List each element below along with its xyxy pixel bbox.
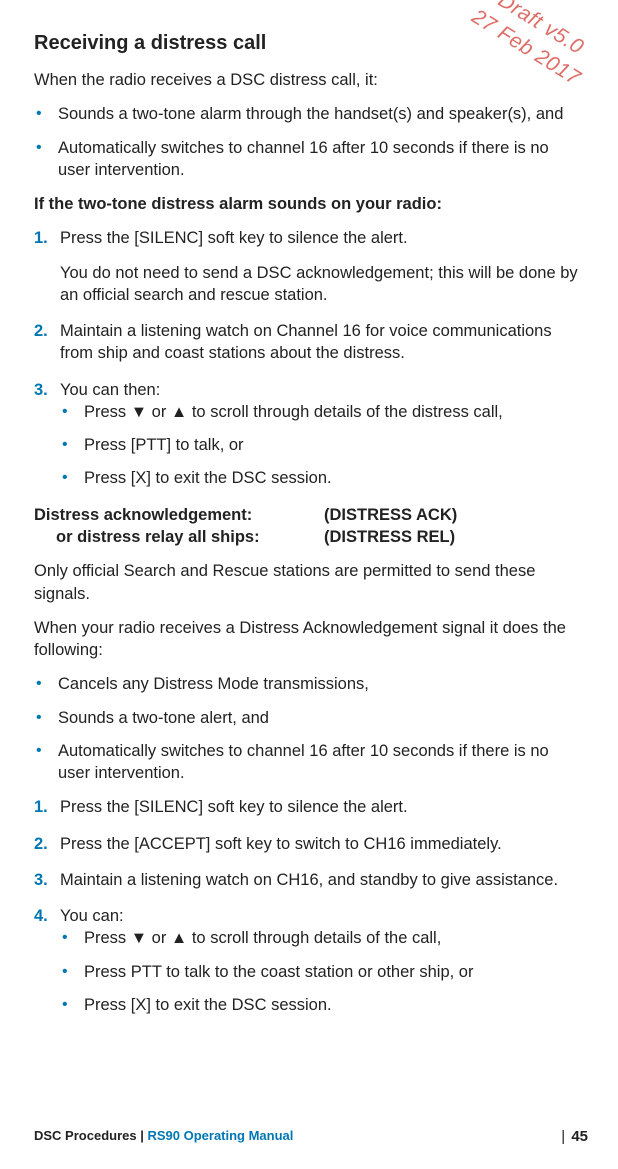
list-item: Press ▼ or ▲ to scroll through details o… [60, 401, 584, 423]
footer-manual: RS90 Operating Manual [147, 1128, 293, 1143]
step-4-options: Press ▼ or ▲ to scroll through details o… [60, 927, 584, 1016]
list-item: Press PTT to talk to the coast station o… [60, 961, 584, 983]
step-text: Maintain a listening watch on Channel 16… [60, 320, 584, 365]
ack-code: (DISTRESS ACK) [324, 504, 457, 526]
receive-actions-list: Sounds a two-tone alarm through the hand… [34, 103, 584, 181]
list-item: Sounds a two-tone alarm through the hand… [34, 103, 584, 125]
ack-text: Only official Search and Rescue stations… [34, 560, 584, 605]
list-item: Automatically switches to channel 16 aft… [34, 740, 584, 785]
step-2: Press the [ACCEPT] soft key to switch to… [56, 833, 584, 855]
step-text: Press the [SILENC] soft key to silence t… [60, 227, 584, 249]
intro-text: When the radio receives a DSC distress c… [34, 69, 584, 91]
footer-left: DSC Procedures | RS90 Operating Manual [34, 1127, 293, 1147]
step-text: You do not need to send a DSC acknowledg… [60, 262, 584, 307]
step-1: Press the [SILENC] soft key to silence t… [56, 796, 584, 818]
step-4: You can: Press ▼ or ▲ to scroll through … [56, 905, 584, 1016]
page-footer: DSC Procedures | RS90 Operating Manual |… [34, 1127, 588, 1147]
procedure-list-2: Press the [SILENC] soft key to silence t… [34, 796, 584, 1016]
ack-label: Distress acknowledgement: [34, 504, 324, 526]
list-item: Press [X] to exit the DSC session. [60, 467, 584, 489]
list-item: Cancels any Distress Mode transmissions, [34, 673, 584, 695]
step-3: You can then: Press ▼ or ▲ to scroll thr… [56, 379, 584, 490]
section-heading: Receiving a distress call [34, 30, 584, 57]
ack-heading-block: Distress acknowledgement: (DISTRESS ACK)… [34, 504, 584, 549]
footer-page: | 45 [561, 1127, 588, 1147]
ack-actions-list: Cancels any Distress Mode transmissions,… [34, 673, 584, 784]
step-1: Press the [SILENC] soft key to silence t… [56, 227, 584, 306]
ack-code: (DISTRESS REL) [324, 526, 455, 548]
subheading: If the two-tone distress alarm sounds on… [34, 193, 584, 215]
procedure-list-1: Press the [SILENC] soft key to silence t… [34, 227, 584, 489]
step-2: Maintain a listening watch on Channel 16… [56, 320, 584, 365]
step-text: You can: [60, 905, 584, 927]
ack-label: or distress relay all ships: [34, 526, 324, 548]
list-item: Automatically switches to channel 16 aft… [34, 137, 584, 182]
list-item: Press [PTT] to talk, or [60, 434, 584, 456]
list-item: Sounds a two-tone alert, and [34, 707, 584, 729]
footer-section: DSC Procedures [34, 1128, 137, 1143]
step-text: You can then: [60, 379, 584, 401]
ack-text: When your radio receives a Distress Ackn… [34, 617, 584, 662]
step-3: Maintain a listening watch on CH16, and … [56, 869, 584, 891]
list-item: Press [X] to exit the DSC session. [60, 994, 584, 1016]
list-item: Press ▼ or ▲ to scroll through details o… [60, 927, 584, 949]
step-3-options: Press ▼ or ▲ to scroll through details o… [60, 401, 584, 490]
